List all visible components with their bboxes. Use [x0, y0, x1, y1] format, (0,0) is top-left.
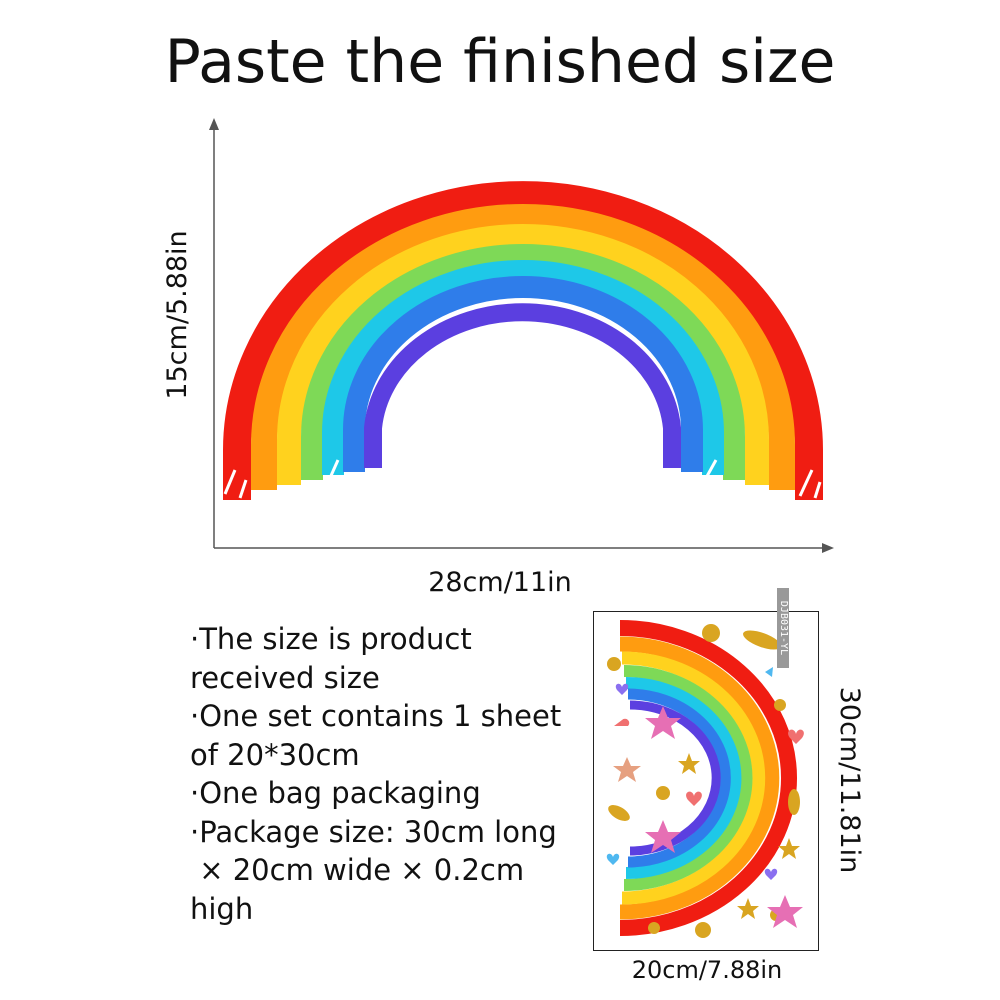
- sheet-width-label: 20cm/7.88in: [631, 956, 783, 984]
- note-line: ·One bag packaging: [190, 776, 481, 810]
- note-line: received size: [190, 660, 380, 695]
- note-line: of 20*30cm: [190, 737, 360, 772]
- note-line: high: [190, 891, 254, 926]
- note-line: ·Package size: 30cm long: [190, 814, 557, 849]
- sheet-height-label: 30cm/11.81in: [834, 686, 865, 874]
- page-title: Paste the finished size: [164, 27, 836, 97]
- note-line: ·One set contains 1 sheet: [190, 699, 562, 733]
- sheet-code-label: DJB031-YL: [777, 588, 789, 668]
- product-width-label: 28cm/11in: [428, 567, 572, 598]
- note-line: ·The size is product: [190, 622, 472, 656]
- note-line: × 20cm wide × 0.2cm: [190, 853, 525, 887]
- product-notes: ·The size is product received size ·One …: [190, 620, 590, 928]
